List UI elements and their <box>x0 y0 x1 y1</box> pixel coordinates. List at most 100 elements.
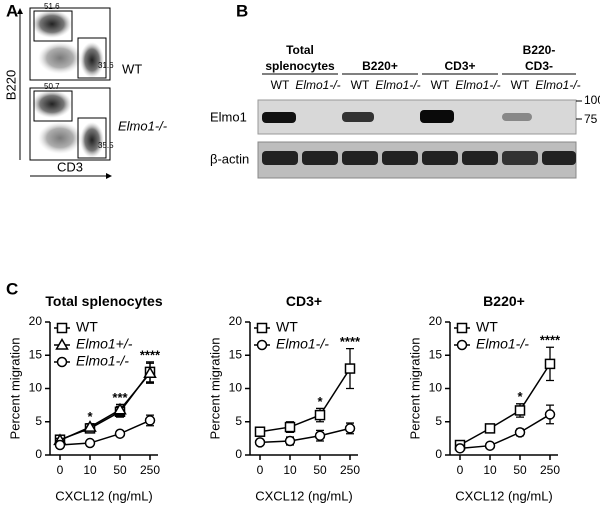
x-axis-label: CXCL12 (ng/mL) <box>255 488 353 503</box>
y-tick-label: 0 <box>435 447 442 461</box>
y-tick-label: 10 <box>229 381 243 395</box>
significance: **** <box>540 333 561 348</box>
y-tick-label: 10 <box>29 381 43 395</box>
marker <box>514 405 526 416</box>
marker <box>544 358 556 370</box>
marker <box>54 439 66 451</box>
gate-value: 35.5 <box>98 141 114 150</box>
marker <box>284 435 296 447</box>
y-tick-label: 15 <box>229 347 243 361</box>
x-tick-label: 0 <box>57 463 64 477</box>
x-tick-label: 50 <box>513 463 527 477</box>
marker <box>254 437 266 448</box>
significance: * <box>87 409 93 424</box>
group-header: B220- CD3- <box>522 43 556 73</box>
marker <box>454 443 466 454</box>
row-label: Elmo1 <box>210 109 247 124</box>
marker <box>284 421 296 433</box>
marker <box>114 428 126 439</box>
legend-label: Elmo1-/- <box>76 353 129 369</box>
flow-plot <box>29 7 111 81</box>
series-line <box>59 372 151 442</box>
marker <box>83 420 97 432</box>
y-axis-label: Percent migration <box>207 338 222 440</box>
x-tick-label: 250 <box>340 463 360 477</box>
x-axis-label: CXCL12 (ng/mL) <box>55 488 153 503</box>
legend-label: WT <box>276 319 298 335</box>
chart-title: Total splenocytes <box>45 293 163 309</box>
series-line <box>259 427 351 444</box>
y-axis-label: B220 <box>3 70 18 100</box>
group-header: CD3+ <box>444 59 476 73</box>
lane-label: Elmo1-/- <box>455 78 500 92</box>
y-tick-label: 0 <box>35 447 42 461</box>
lane-label: Elmo1-/- <box>295 78 340 92</box>
flow-plot <box>29 87 111 161</box>
lane-label: WT <box>511 78 530 92</box>
marker <box>254 426 266 437</box>
significance: *** <box>112 390 128 405</box>
group-header: Total splenocytes <box>265 43 335 73</box>
y-tick-label: 15 <box>29 347 43 361</box>
x-tick-label: 50 <box>113 463 127 477</box>
y-axis-label: Percent migration <box>407 338 422 440</box>
legend-label: Elmo1+/- <box>76 336 133 352</box>
x-tick-label: 10 <box>83 463 97 477</box>
genotype-label: WT <box>122 61 142 76</box>
blot-bands <box>262 110 576 165</box>
gate-value: 31.6 <box>98 61 114 70</box>
marker <box>344 423 356 434</box>
panel-label: C <box>6 279 18 298</box>
series-line <box>259 368 351 433</box>
series-line <box>459 363 551 446</box>
marker <box>344 363 356 374</box>
lane-label: Elmo1-/- <box>535 78 580 92</box>
marker <box>484 423 496 434</box>
lane-label: WT <box>271 78 290 92</box>
y-tick-label: 5 <box>435 414 442 428</box>
arrow-head <box>17 8 23 14</box>
significance: **** <box>140 347 161 362</box>
mw-marker: 100 <box>584 93 600 107</box>
gate-value: 51.6 <box>44 2 60 11</box>
y-tick-label: 5 <box>235 414 242 428</box>
marker <box>314 409 326 421</box>
marker <box>314 430 326 441</box>
legend-marker <box>56 356 68 368</box>
y-tick-label: 15 <box>429 347 443 361</box>
genotype-label: Elmo1-/- <box>118 118 168 133</box>
chart-title: B220+ <box>483 293 525 309</box>
x-axis-label: CD3 <box>57 159 83 174</box>
chart-title: CD3+ <box>285 293 323 309</box>
legend-label: Elmo1-/- <box>276 336 329 352</box>
lane-label: WT <box>351 78 370 92</box>
lane-label: Elmo1-/- <box>375 78 420 92</box>
mw-marker: 75 <box>584 112 598 126</box>
lane-label: WT <box>431 78 450 92</box>
legend-marker <box>456 322 468 334</box>
marker <box>514 427 526 438</box>
panel-label: A <box>6 1 18 20</box>
legend-marker <box>256 339 268 351</box>
panel-label: B <box>236 1 248 20</box>
legend-label: Elmo1-/- <box>476 336 529 352</box>
marker <box>544 409 556 420</box>
series-line <box>59 371 151 441</box>
x-tick-label: 0 <box>457 463 464 477</box>
x-tick-label: 0 <box>257 463 264 477</box>
y-tick-label: 10 <box>429 381 443 395</box>
marker <box>484 440 496 451</box>
y-tick-label: 5 <box>35 414 42 428</box>
significance: **** <box>340 334 361 349</box>
marker <box>84 437 96 449</box>
x-tick-label: 10 <box>283 463 297 477</box>
series-line <box>59 419 151 446</box>
y-tick-label: 20 <box>429 314 443 328</box>
x-tick-label: 10 <box>483 463 497 477</box>
significance: * <box>517 389 523 404</box>
gate-value: 50.7 <box>44 82 60 91</box>
legend-marker <box>55 338 69 350</box>
y-tick-label: 20 <box>229 314 243 328</box>
